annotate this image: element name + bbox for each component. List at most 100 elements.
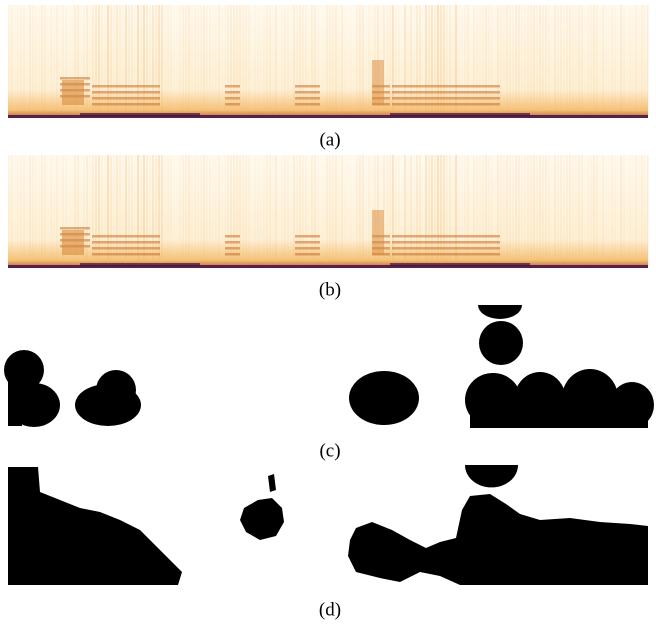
- streak: [446, 5, 448, 118]
- streak: [506, 5, 508, 118]
- streak: [494, 5, 496, 118]
- mask-blob: [349, 371, 419, 425]
- streak: [101, 155, 103, 268]
- streak: [242, 155, 244, 268]
- caption: (d): [319, 599, 341, 620]
- streak: [566, 5, 568, 118]
- streak: [53, 5, 55, 118]
- streak: [260, 5, 262, 118]
- baseline: [80, 263, 200, 266]
- streak: [257, 155, 259, 268]
- streak: [602, 5, 604, 118]
- streak: [185, 5, 187, 118]
- streak: [542, 155, 544, 268]
- streak: [128, 5, 130, 118]
- streak: [425, 5, 427, 118]
- streak: [416, 5, 418, 118]
- streak: [392, 5, 394, 118]
- streak: [212, 5, 214, 118]
- streak: [557, 5, 559, 118]
- harmonic: [392, 97, 500, 100]
- streak: [428, 5, 430, 118]
- streak: [644, 155, 646, 268]
- streak: [197, 155, 199, 268]
- streak: [38, 5, 40, 118]
- streak: [410, 5, 412, 118]
- streak: [575, 155, 577, 268]
- mask-blob: [479, 321, 523, 365]
- streak: [521, 155, 523, 268]
- streak: [98, 155, 100, 268]
- streak: [554, 155, 556, 268]
- streak: [599, 5, 601, 118]
- streak: [200, 5, 202, 118]
- streak: [35, 155, 37, 268]
- streak: [146, 5, 148, 118]
- mask-region: [240, 498, 284, 540]
- harmonic: [225, 103, 240, 106]
- mask-blob: [478, 305, 522, 319]
- streak: [143, 5, 145, 118]
- streak: [281, 5, 283, 118]
- streak: [134, 155, 136, 268]
- streak: [395, 5, 397, 118]
- streak: [20, 5, 22, 118]
- streak: [8, 155, 10, 268]
- streak: [170, 5, 172, 118]
- streak: [137, 155, 139, 268]
- streak: [296, 5, 298, 118]
- streak: [419, 5, 421, 118]
- streak: [488, 5, 490, 118]
- streak: [569, 5, 571, 118]
- spectrogram-b: [8, 155, 649, 268]
- streak: [164, 155, 166, 268]
- streak: [131, 5, 133, 118]
- streak: [308, 5, 310, 118]
- streak: [140, 5, 142, 118]
- streak: [506, 155, 508, 268]
- baseline: [390, 263, 530, 266]
- streak: [473, 155, 475, 268]
- streak: [134, 5, 136, 118]
- caption: (b): [319, 279, 341, 300]
- figure: (a) (b) (c) (d): [0, 0, 656, 626]
- streak: [95, 155, 97, 268]
- streak: [500, 5, 502, 118]
- streak: [188, 155, 190, 268]
- streak: [587, 5, 589, 118]
- streak: [560, 155, 562, 268]
- streak: [443, 5, 445, 118]
- streak: [407, 155, 409, 268]
- streak: [26, 155, 28, 268]
- streak: [287, 155, 289, 268]
- streak: [632, 5, 634, 118]
- streak: [614, 155, 616, 268]
- streak: [206, 155, 208, 268]
- streak: [641, 5, 643, 118]
- streak: [572, 5, 574, 118]
- streak: [605, 5, 607, 118]
- streak: [116, 155, 118, 268]
- streak: [404, 155, 406, 268]
- streak: [47, 5, 49, 118]
- streak: [224, 5, 226, 118]
- caption: (c): [319, 440, 340, 461]
- streak: [176, 155, 178, 268]
- streak: [194, 5, 196, 118]
- streak: [221, 5, 223, 118]
- baseline: [80, 113, 200, 116]
- streak: [626, 155, 628, 268]
- streak: [86, 155, 88, 268]
- streak: [455, 5, 457, 118]
- streak: [365, 5, 367, 118]
- streak: [326, 155, 328, 268]
- streak: [533, 155, 535, 268]
- streak: [59, 5, 61, 118]
- streak: [518, 155, 520, 268]
- streak: [233, 155, 235, 268]
- streak: [44, 155, 46, 268]
- streak: [629, 155, 631, 268]
- caption: (a): [319, 129, 340, 150]
- streak: [635, 155, 637, 268]
- streak: [113, 155, 115, 268]
